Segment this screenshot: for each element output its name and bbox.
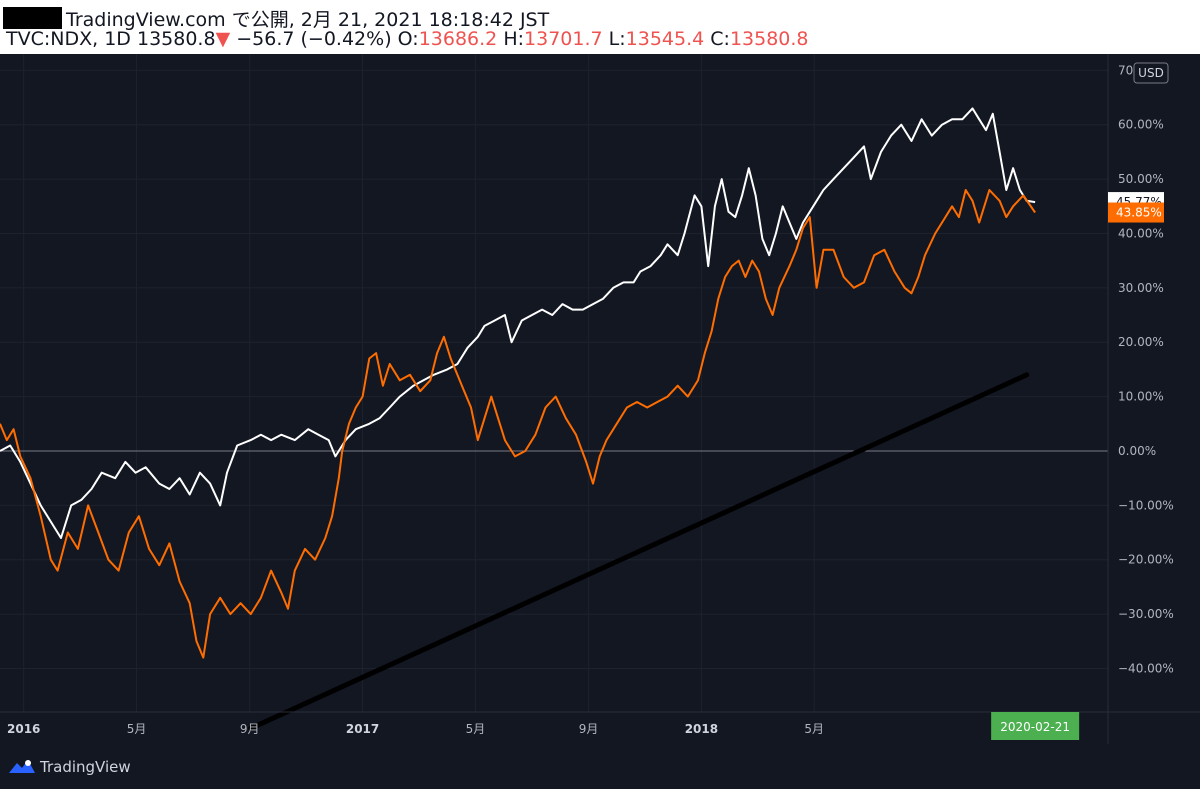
high-label: H: <box>503 28 525 50</box>
y-tick-label: 30.00% <box>1118 281 1164 295</box>
low-label: L: <box>608 28 626 50</box>
y-tick-label: −20.00% <box>1118 553 1174 567</box>
footer: TradingView <box>0 744 1200 789</box>
y-tick-label: 20.00% <box>1118 335 1164 349</box>
x-tick-label: 2018 <box>685 722 718 736</box>
drawn-trend-line[interactable] <box>248 372 1030 731</box>
price-axis[interactable]: 70.00%60.00%50.00%40.00%30.00%20.00%10.0… <box>1107 54 1174 744</box>
crosshair-date-label: 2020-02-21 <box>1000 720 1070 734</box>
usd-unit-label: USD <box>1138 66 1164 80</box>
down-arrow-icon: ▼ <box>215 28 231 50</box>
y-tick-label: 0.00% <box>1118 444 1156 458</box>
symbol-quote-line: TVC:NDX, 1D 13580.8▼ −56.7 (−0.42%) O:13… <box>6 28 809 50</box>
y-tick-label: −10.00% <box>1118 498 1174 512</box>
usd-unit-badge[interactable]: USD <box>1133 62 1169 84</box>
open-label: O: <box>397 28 419 50</box>
tradingview-logo-icon[interactable] <box>8 757 36 775</box>
grid-lines <box>0 54 1108 712</box>
last-price: 13580.8 <box>136 28 216 50</box>
tradingview-logo-text[interactable]: TradingView <box>40 758 131 776</box>
y-tick-label: −30.00% <box>1118 607 1174 621</box>
white-series-line <box>0 107 1036 539</box>
y-tick-label: 40.00% <box>1118 226 1164 240</box>
x-tick-label: 2016 <box>7 722 40 736</box>
x-tick-label: 2017 <box>346 722 379 736</box>
last-value-labels: 45.77%43.85% <box>1108 192 1164 223</box>
x-tick-label: 5月 <box>127 722 147 736</box>
crosshair-date-badge: 2020-02-21 <box>991 712 1080 740</box>
chart-header: TradingView.com で公開, 2月 21, 2021 18:18:4… <box>0 0 1200 54</box>
series-lines <box>0 107 1036 659</box>
trend-line[interactable] <box>248 372 1030 731</box>
y-tick-label: 60.00% <box>1118 118 1164 132</box>
published-info: TradingView.com で公開, 2月 21, 2021 18:18:4… <box>66 9 550 31</box>
price-change: −56.7 (−0.42%) <box>236 28 392 50</box>
chart-area[interactable]: 70.00%60.00%50.00%40.00%30.00%20.00%10.0… <box>0 54 1200 744</box>
close-value: 13580.8 <box>729 28 809 50</box>
y-tick-label: −40.00% <box>1118 661 1174 675</box>
low-value: 13545.4 <box>625 28 705 50</box>
x-tick-label: 9月 <box>579 722 599 736</box>
orange-last-value-label: 43.85% <box>1116 206 1162 220</box>
x-tick-label: 5月 <box>466 722 486 736</box>
y-tick-label: 50.00% <box>1118 172 1164 186</box>
redacted-logo <box>3 7 62 29</box>
y-tick-label: 10.00% <box>1118 390 1164 404</box>
open-value: 13686.2 <box>418 28 498 50</box>
symbol-label[interactable]: TVC:NDX, 1D <box>6 28 131 50</box>
orange-last-value-badge <box>1108 202 1164 223</box>
close-label: C: <box>710 28 730 50</box>
x-tick-label: 5月 <box>804 722 824 736</box>
chart-svg[interactable]: 70.00%60.00%50.00%40.00%30.00%20.00%10.0… <box>0 54 1200 744</box>
orange-series-line <box>0 189 1036 659</box>
x-tick-label: 9月 <box>240 722 260 736</box>
high-value: 13701.7 <box>524 28 603 50</box>
